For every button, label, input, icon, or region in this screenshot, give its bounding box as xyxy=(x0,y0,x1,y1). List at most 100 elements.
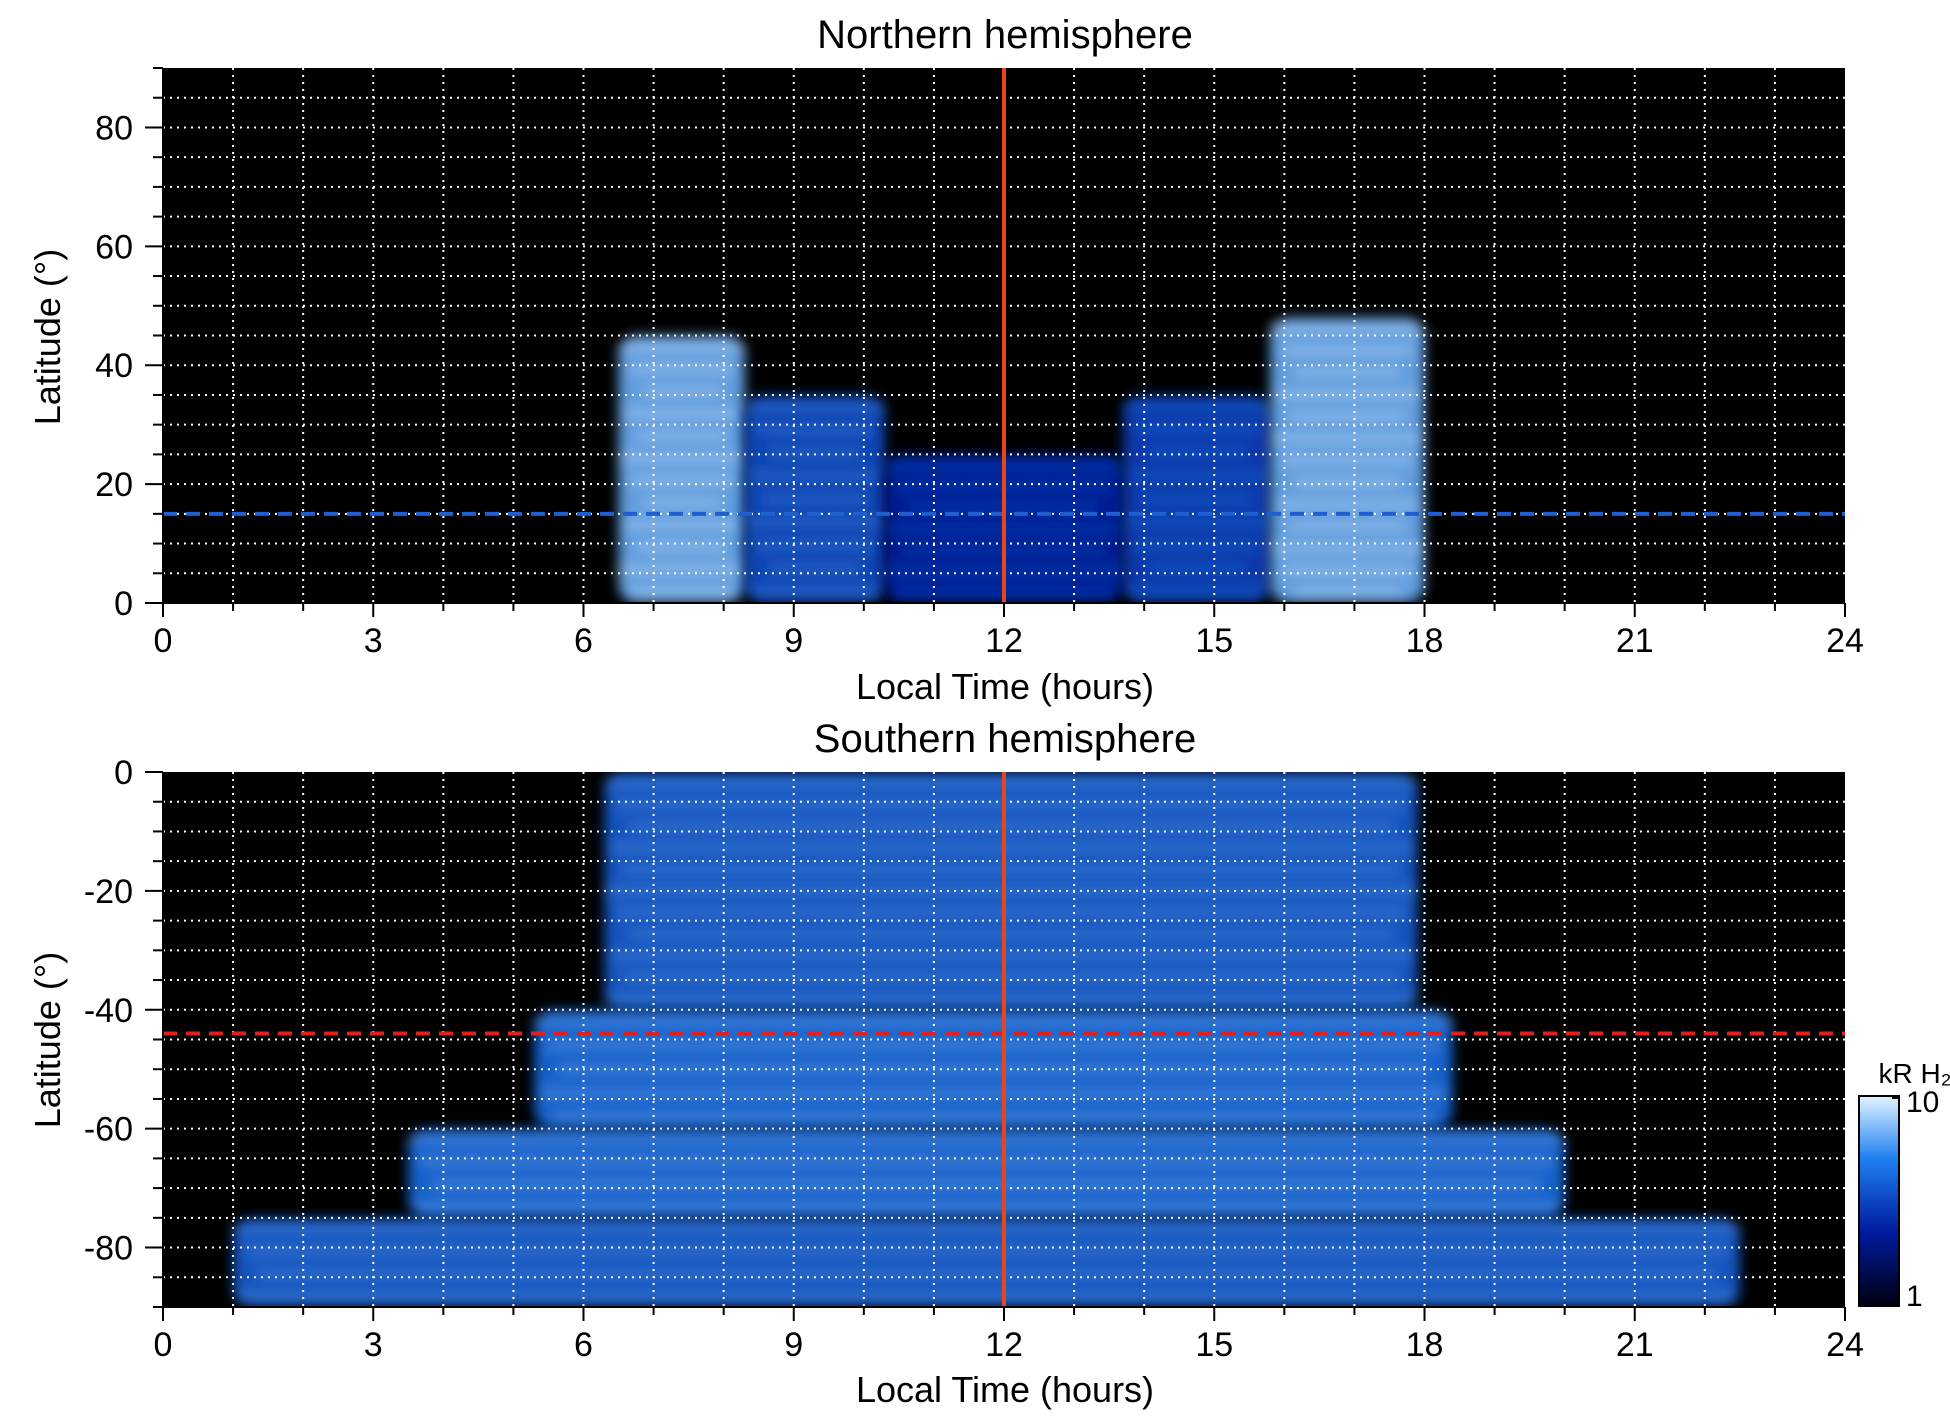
colorbar-gradient xyxy=(1858,1095,1900,1307)
emission-streak xyxy=(432,1180,1541,1189)
northern-axes: 0 3 6 9 12 15 18 21 24 0 20 40 60 80 xyxy=(95,67,1864,660)
y-tick-label: -80 xyxy=(84,1230,133,1268)
x-tick-label: 24 xyxy=(1826,622,1864,660)
emission-streak xyxy=(1129,471,1265,480)
emission-band-fill xyxy=(408,1128,1565,1218)
colorbar-max-label: 10 xyxy=(1906,1086,1939,1119)
emission-streak xyxy=(630,364,733,373)
emission-streak xyxy=(756,541,873,550)
emission-streak xyxy=(1129,587,1265,596)
emission-streak xyxy=(1135,541,1259,550)
y-tick-label: 0 xyxy=(114,754,133,792)
emission-streak xyxy=(408,1135,1565,1144)
y-tick-label: 0 xyxy=(114,585,133,623)
southern-panel: Southern hemisphere 0 3 6 9 12 15 18 21 24 0 -20 -4… xyxy=(27,717,1864,1410)
emission-band xyxy=(408,1128,1565,1218)
x-tick-label: 12 xyxy=(985,622,1023,660)
emission-streak xyxy=(624,409,739,418)
emission-streak xyxy=(420,1158,1553,1167)
northern-title: Northern hemisphere xyxy=(817,13,1193,57)
emission-streak xyxy=(628,930,1394,939)
emission-streak xyxy=(1282,566,1413,575)
emission-streak xyxy=(540,1089,1447,1097)
emission-streak xyxy=(642,498,721,507)
emission-streak xyxy=(744,402,885,411)
northern-panel: Northern hemisphere 0 3 6 9 12 15 18 21 24 0 20 40 6… xyxy=(27,13,1864,707)
emission-streak xyxy=(245,1247,1728,1256)
colorbar-label: kR H₂ xyxy=(1878,1058,1950,1089)
emission-streak xyxy=(1147,448,1247,457)
northern-y-axis-label: Latitude (°) xyxy=(27,249,68,425)
emission-streak xyxy=(630,587,733,596)
x-tick-label: 12 xyxy=(985,1326,1023,1364)
emission-streak xyxy=(604,994,1418,1003)
emission-streak xyxy=(1123,518,1271,527)
emission-streak xyxy=(630,476,733,485)
emission-streak xyxy=(414,1202,1559,1211)
emission-streak xyxy=(534,1017,1453,1026)
x-tick-label: 24 xyxy=(1826,1326,1864,1364)
y-tick-label: 20 xyxy=(95,466,133,504)
emission-streak xyxy=(642,387,721,396)
x-tick-label: 0 xyxy=(154,622,173,660)
emission-streak xyxy=(1135,425,1259,434)
emission-streak xyxy=(239,1291,1734,1300)
northern-x-axis-label: Local Time (hours) xyxy=(856,666,1154,707)
x-tick-label: 21 xyxy=(1616,1326,1654,1364)
southern-x-axis-label: Local Time (hours) xyxy=(856,1369,1154,1410)
southern-axes: 0 3 6 9 12 15 18 21 24 0 -20 -40 -60 -80 xyxy=(84,754,1864,1364)
colorbar-min-label: 1 xyxy=(1906,1280,1923,1313)
y-tick-label: -20 xyxy=(84,873,133,911)
emission-streak xyxy=(257,1269,1716,1278)
x-tick-label: 21 xyxy=(1616,622,1654,660)
emission-streak xyxy=(604,778,1418,787)
x-tick-label: 6 xyxy=(574,622,593,660)
emission-streak xyxy=(1270,324,1425,333)
emission-band xyxy=(233,1217,1740,1307)
x-tick-label: 9 xyxy=(784,622,803,660)
emission-streak xyxy=(622,973,1400,982)
emission-streak xyxy=(1270,544,1425,553)
emission-streak xyxy=(610,951,1412,960)
southern-y-axis-label: Latitude (°) xyxy=(27,952,68,1128)
x-tick-label: 0 xyxy=(154,1326,173,1364)
x-tick-label: 18 xyxy=(1406,622,1444,660)
emission-streak xyxy=(756,425,873,434)
emission-streak xyxy=(762,494,867,503)
emission-streak xyxy=(636,431,727,440)
x-tick-label: 3 xyxy=(364,622,383,660)
x-tick-label: 9 xyxy=(784,1326,803,1364)
y-tick-label: -40 xyxy=(84,992,133,1030)
x-tick-label: 15 xyxy=(1195,1326,1233,1364)
emission-streak xyxy=(622,865,1400,874)
emission-band-fill xyxy=(618,335,745,603)
emission-band xyxy=(618,335,745,603)
emission-streak xyxy=(618,342,745,351)
x-tick-label: 18 xyxy=(1406,1326,1444,1364)
x-tick-label: 6 xyxy=(574,1326,593,1364)
emission-streak xyxy=(546,1041,1441,1050)
emission-streak xyxy=(552,1112,1435,1121)
y-tick-label: -60 xyxy=(84,1111,133,1149)
y-tick-label: 60 xyxy=(95,228,133,266)
emission-streak xyxy=(750,587,879,596)
emission-band xyxy=(744,394,885,603)
emission-streak xyxy=(1294,588,1401,597)
emission-streak xyxy=(768,564,861,573)
emission-streak xyxy=(616,800,1406,809)
emission-band xyxy=(1270,317,1425,603)
emission-streak xyxy=(768,448,861,457)
y-tick-label: 80 xyxy=(95,109,133,147)
emission-streak xyxy=(1282,456,1413,465)
emission-streak xyxy=(744,518,885,527)
emission-streak xyxy=(1141,494,1253,503)
emission-streak xyxy=(1276,500,1419,509)
emission-streak xyxy=(1282,346,1413,355)
emission-band xyxy=(534,1009,1453,1129)
emission-band xyxy=(1123,394,1271,603)
emission-streak xyxy=(233,1224,1740,1233)
southern-title: Southern hemisphere xyxy=(814,717,1196,761)
emission-streak xyxy=(558,1065,1429,1074)
x-tick-label: 3 xyxy=(364,1326,383,1364)
